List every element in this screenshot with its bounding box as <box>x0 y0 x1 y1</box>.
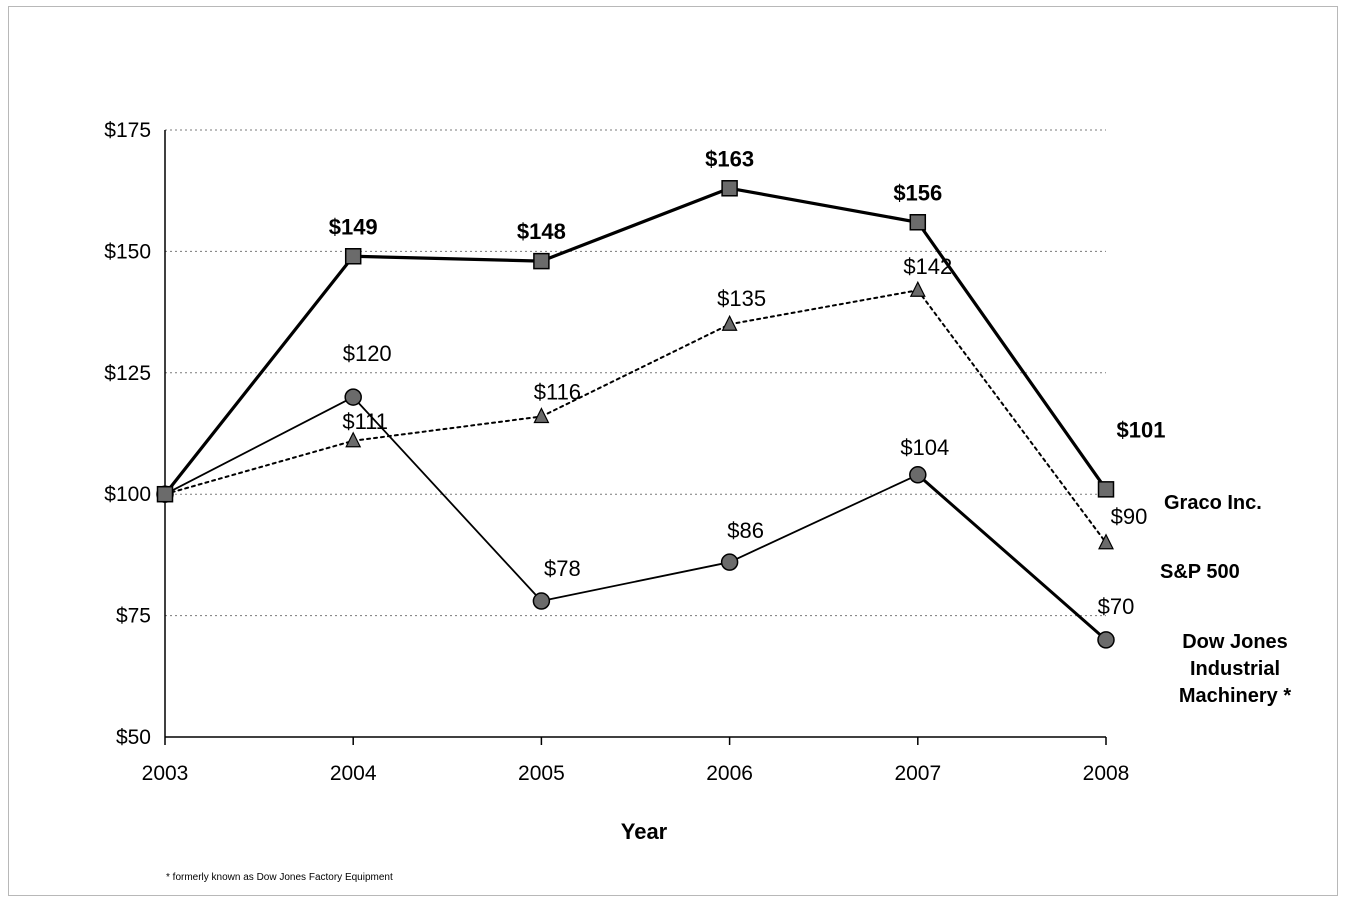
data-label: $111 <box>342 409 388 434</box>
data-point-square <box>721 180 738 197</box>
data-label: $135 <box>717 286 766 311</box>
series-line-segment <box>916 473 1108 642</box>
series-line-segment <box>727 186 920 224</box>
data-point-circle <box>1097 631 1115 649</box>
data-point-square <box>344 248 362 265</box>
series-line-segment <box>163 254 355 496</box>
legend-label-dow: Machinery * <box>1179 685 1291 707</box>
data-label: $104 <box>900 435 949 460</box>
data-label: $148 <box>517 219 566 244</box>
footnote: * formerly known as Dow Jones Factory Eq… <box>166 872 393 883</box>
x-tick-label: 2007 <box>894 762 941 785</box>
legend-label-dow: Dow Jones <box>1182 631 1288 653</box>
x-tick-label: 2005 <box>518 762 565 785</box>
data-point-triangle <box>1098 533 1114 550</box>
data-label: $78 <box>544 556 581 581</box>
data-point-triangle <box>345 431 362 448</box>
data-point-square <box>156 485 174 503</box>
series-line-segment <box>916 220 1108 491</box>
series-line-segment <box>164 439 355 496</box>
chart-frame <box>8 6 1338 896</box>
x-tick-label: 2008 <box>1083 762 1130 785</box>
y-tick-label: $125 <box>104 362 151 385</box>
series-line-segment <box>540 323 731 418</box>
series-line-segment <box>352 396 543 602</box>
series-line-segment <box>539 186 732 263</box>
x-tick-label: 2004 <box>330 762 377 785</box>
series-line-segment <box>916 289 1107 544</box>
data-point-square <box>909 214 927 231</box>
legend-label-graco: Graco Inc. <box>1164 492 1262 514</box>
data-point-circle <box>344 388 362 406</box>
data-point-circle <box>532 592 551 610</box>
series-line-segment <box>164 396 355 496</box>
data-point-triangle <box>533 407 550 424</box>
series-line-segment <box>352 415 543 442</box>
legend-label-dow: Industrial <box>1190 658 1280 680</box>
data-point-triangle <box>909 280 926 297</box>
data-label: $86 <box>727 518 764 543</box>
data-point-square <box>1097 481 1115 498</box>
data-label: $101 <box>1117 417 1166 442</box>
y-tick-label: $100 <box>104 483 151 506</box>
data-point-circle <box>720 553 739 571</box>
y-tick-label: $150 <box>104 240 151 263</box>
data-label: $70 <box>1098 594 1135 619</box>
data-label: $116 <box>534 380 581 405</box>
data-label: $90 <box>1111 504 1148 529</box>
series-line-segment <box>351 254 544 263</box>
series-line-segment <box>728 289 919 326</box>
y-tick-label: $50 <box>116 726 151 749</box>
x-tick-label: 2006 <box>706 762 753 785</box>
data-point-triangle <box>721 314 738 331</box>
data-point-square <box>533 252 550 270</box>
x-axis-title: Year <box>621 819 668 844</box>
legend-label-sp500: S&P 500 <box>1160 561 1240 583</box>
x-tick-label: 2003 <box>142 762 189 785</box>
y-tick-label: $75 <box>116 605 151 628</box>
data-label: $156 <box>893 180 942 205</box>
series-line-segment <box>540 561 731 602</box>
data-label: $149 <box>329 214 378 239</box>
data-point-circle <box>909 466 927 484</box>
data-label: $163 <box>705 146 754 171</box>
y-tick-label: $175 <box>104 119 151 142</box>
data-label: $142 <box>903 254 952 279</box>
series-line-segment <box>728 473 919 564</box>
data-label: $120 <box>343 341 392 366</box>
